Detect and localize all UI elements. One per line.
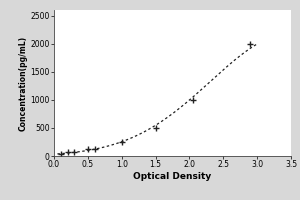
X-axis label: Optical Density: Optical Density (134, 172, 212, 181)
Y-axis label: Concentration(pg/mL): Concentration(pg/mL) (19, 35, 28, 131)
